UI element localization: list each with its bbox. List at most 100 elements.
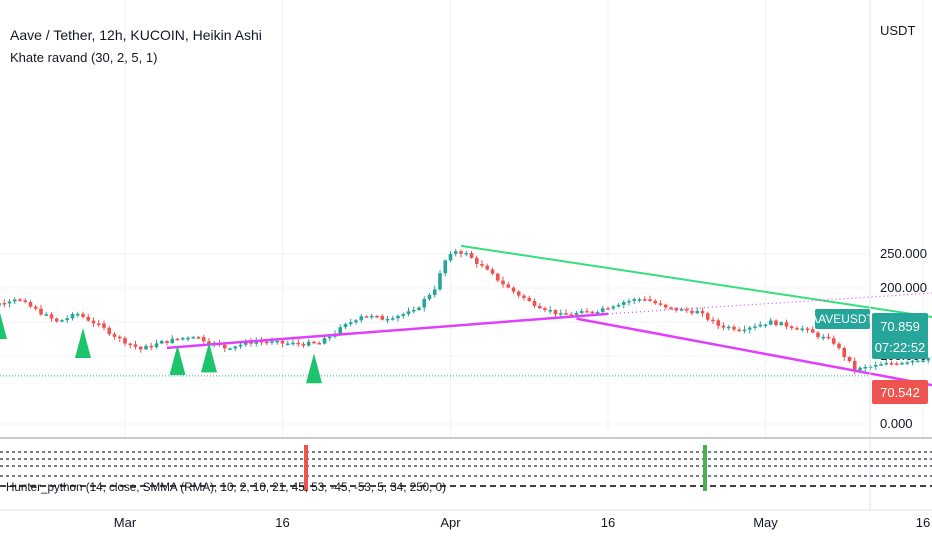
candle-body [443,260,448,274]
candle-body [322,338,327,344]
subpane-label: Hunter_python (14, close, SMMA (RMA), 10… [6,480,446,494]
candle-body [590,311,595,314]
candle-body [196,337,201,339]
ha-close-badge: 70.542 [872,380,928,404]
candle-body [338,327,343,334]
candle-body [810,329,815,333]
time-tick-label: Apr [440,515,461,530]
candle-body [821,336,826,339]
candle-body [102,323,106,328]
candle-body [33,306,38,309]
candle-body [679,309,684,311]
candle-body [537,305,542,309]
candle-body [495,273,500,281]
candle-body [805,328,810,331]
candle-body [406,311,411,315]
candle-body [648,299,652,301]
subpane-sell-bar [304,445,308,491]
trendline-support [166,312,609,350]
candle-body [532,300,537,306]
candle-body [264,341,269,344]
candle-body [301,343,306,346]
candle-body [884,362,889,365]
candle-body [910,360,915,363]
candle-body [606,308,610,310]
candle-body [348,322,353,325]
candle-body [417,307,421,310]
candle-body [553,309,558,315]
candle-body [747,327,752,330]
last-price-value: 70.859 [880,319,920,334]
subpane-buy-bar [703,445,707,491]
candle-body [12,299,17,302]
candle-body [154,343,159,348]
candle-body [28,301,33,307]
candle-body [285,343,290,346]
candle-body [359,316,364,321]
candle-body [847,357,852,361]
trendlines [166,244,932,387]
candle-body [170,338,175,343]
candle-body [60,320,64,322]
candle-body [795,328,799,330]
candle-body [411,309,416,312]
candle-body [921,360,925,362]
trendline-support-extension [607,292,932,315]
candle-body [18,299,22,301]
candle-body [39,308,43,315]
indicator-legend: Khate ravand (30, 2, 5, 1) [10,50,157,65]
candle-body [144,345,148,350]
time-tick-label: 16 [601,515,615,530]
candle-body [2,303,7,305]
candle-body [595,311,600,314]
candle-body [789,326,794,329]
grid [0,0,924,438]
candle-body [485,265,490,270]
candle-body [296,342,301,345]
candle-body [385,318,390,321]
candle-body [905,362,910,364]
candle-body [180,337,185,340]
candle-body [632,299,637,301]
candle-body [228,348,232,350]
candle-body [837,343,841,348]
price-axis-currency: USDT [880,23,915,38]
candle-body [469,253,474,258]
candle-body [852,360,857,371]
candle-body [270,341,274,343]
candle-body [254,341,259,344]
candle-body [579,311,584,313]
candle-body [354,320,358,323]
candle-body [726,326,731,329]
candle-body [401,314,406,316]
candle-body [369,315,374,318]
price-tick-label: 200.000 [880,280,927,295]
candle-body [317,343,322,345]
candle-body [548,309,553,312]
candle-body [175,338,180,341]
candle-body [543,308,547,311]
buy-signal-triangle [201,342,217,373]
candle-body [658,303,663,305]
candle-body [506,284,511,288]
candle-body [165,341,169,343]
candle-body [306,341,311,346]
candle-body [427,294,432,299]
candle-body [7,301,12,304]
candle-body [243,341,248,345]
candle-body [600,308,605,312]
candle-body [312,341,316,344]
candle-body [611,306,616,309]
candle-body [889,362,894,365]
candle-body [191,337,196,339]
candle-body [44,314,49,316]
buy-signal-triangle [75,328,91,359]
candle-body [128,343,133,346]
candle-body [894,363,899,365]
bar-countdown: 07:22:52 [875,340,926,355]
candle-body [70,314,75,319]
candle-body [501,280,505,285]
candle-body [453,251,458,254]
candle-body [138,346,143,350]
